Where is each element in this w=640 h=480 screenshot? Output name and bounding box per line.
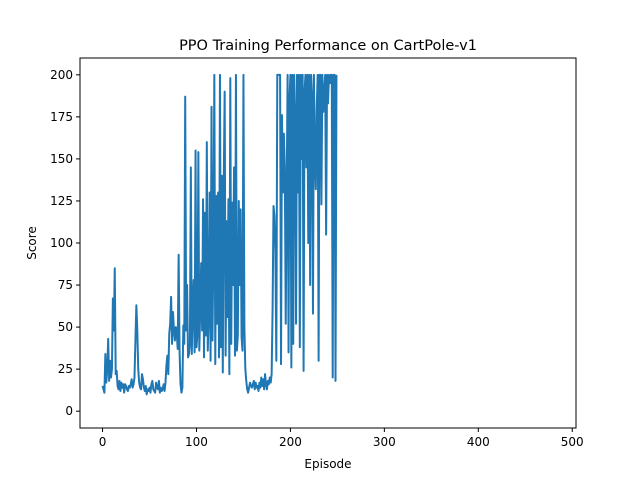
x-tick-label: 200 [279,435,302,449]
x-axis: 0 100 200 300 400 500 [99,428,584,449]
y-tick-label: 200 [50,68,73,82]
y-tick-label: 100 [50,236,73,250]
x-tick-label: 500 [561,435,584,449]
x-tick-label: 300 [373,435,396,449]
x-tick-label: 400 [467,435,490,449]
chart-title: PPO Training Performance on CartPole-v1 [179,38,477,54]
x-axis-label: Episode [304,457,351,471]
x-tick-label: 0 [99,435,107,449]
y-axis-label: Score [25,226,39,260]
y-axis: 0 25 50 75 100 125 150 175 200 [50,68,80,418]
y-tick-label: 25 [58,362,73,376]
series-line-0 [101,73,338,396]
y-tick-label: 75 [58,278,73,292]
y-tick-label: 175 [50,110,73,124]
y-tick-label: 0 [65,404,73,418]
y-tick-label: 125 [50,194,73,208]
plot-area [79,57,577,429]
x-tick-label: 100 [185,435,208,449]
series-layer [101,73,338,396]
y-tick-label: 50 [58,320,73,334]
y-tick-label: 150 [50,152,73,166]
